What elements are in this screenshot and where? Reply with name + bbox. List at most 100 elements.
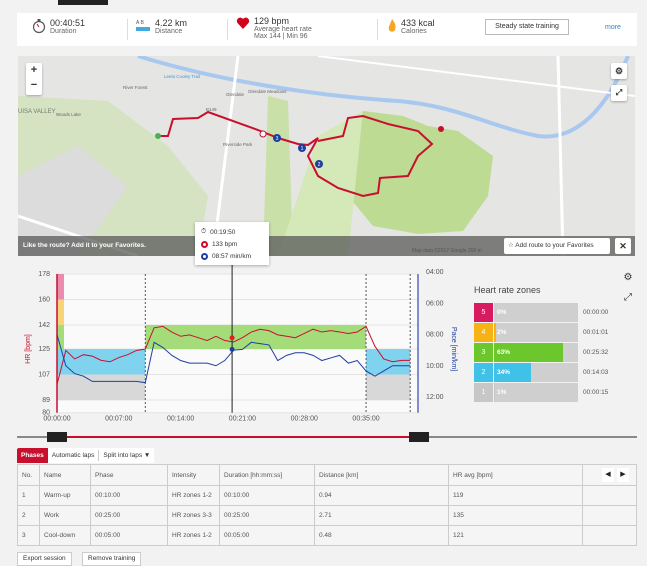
hr-cursor-point [229,335,235,341]
column-header[interactable]: No. [17,464,40,486]
scroll-left-icon[interactable]: ◀ [602,468,614,482]
y-right-tick: 04:00 [426,269,444,276]
add-favorite-button[interactable]: ☆ Add route to your Favorites [504,238,610,254]
hr-minmax: Max 144 | Min 96 [254,33,308,40]
zoom-in-button[interactable]: + [30,64,38,76]
zone-fill [494,323,497,342]
table-cell: Work [39,505,91,526]
duration-value: 00:40:51 [50,18,86,28]
zoom-out-button[interactable]: − [30,79,38,91]
svg-text:A B: A B [136,20,144,26]
remove-training-button[interactable]: Remove training [82,552,142,566]
x-tick: 00:21:00 [229,416,256,423]
distance-value: 4.22 km [155,18,188,28]
column-header[interactable]: Intensity [167,464,220,486]
table-cell: 00:05:00 [219,525,315,546]
lap-marker[interactable]: 3 [276,136,279,142]
column-header[interactable]: Distance [km] [314,464,449,486]
stopwatch-icon [32,19,46,34]
summary-bar: 00:40:51 Duration A B 4.22 km Distance 129… [17,13,637,46]
column-header[interactable]: Phase [90,464,168,486]
route-map[interactable]: 1 2 3 Leela Cooley Trail UISA VALLEY Riv… [18,56,635,256]
y-left-tick: 160 [38,296,50,303]
zone-row: 1 1% 00:00:15 [474,383,634,403]
map-canvas[interactable]: 1 2 3 Leela Cooley Trail UISA VALLEY Riv… [18,56,635,256]
table-cell: 0.48 [314,525,449,546]
close-banner-button[interactable]: ✕ [615,238,631,254]
zone-fill [494,383,496,402]
hr-dot-icon [201,240,208,248]
table-cell [582,505,637,526]
zone-row: 3 63% 00:25:32 [474,343,634,363]
table-cell [582,485,637,506]
hr-series-line [56,325,411,385]
table-cell: 00:25:00 [90,505,168,526]
range-handle-right[interactable] [409,432,429,442]
y-left-tick: 178 [38,271,50,278]
scroll-right-icon[interactable]: ▶ [617,468,629,482]
zone-strip [57,274,64,300]
lap-marker[interactable]: 1 [301,146,304,152]
zone-strip [57,349,64,375]
table-row[interactable]: 3 Cool-down 00:05:00 HR zones 1-2 00:05:00 0.… [17,525,637,546]
tooltip-hr: 133 bpm [212,240,238,248]
map-label: B149 [206,107,217,112]
table-cell: 3 [17,525,40,546]
favorites-banner: Like the route? Add it to your Favorites… [18,236,635,256]
zone-time: 00:00:15 [583,389,609,396]
zone-number: 4 [474,323,493,342]
x-tick: 00:00:00 [43,416,70,423]
column-header[interactable]: Duration [hh:mm:ss] [219,464,315,486]
fullscreen-icon[interactable]: ⤢ [611,85,627,101]
calories-value: 433 kcal [401,18,435,28]
table-row[interactable]: 1 Warm-up 00:10:00 HR zones 1-2 00:10:00 0.94… [17,485,637,506]
column-header[interactable]: Name [39,464,91,486]
heart-icon [236,17,250,29]
table-cell: 00:05:00 [90,525,168,546]
phases-table: No. Name Phase Intensity Duration [hh:mm:ss]… [17,464,637,546]
export-session-button[interactable]: Export session [17,552,72,566]
zone-percent: 2% [497,329,507,336]
hr-pace-chart[interactable]: 178160142125107898004:0006:0008:0010:001… [0,262,647,447]
zone-time: 00:25:32 [583,349,609,356]
zone-bar: 34% [494,363,578,382]
hr-zones-panel: Heart rate zones 5 0% 00:00:00 4 2% 00:01… [472,285,632,402]
y-left-tick: 125 [38,346,50,353]
zone-band [366,349,411,375]
add-favorite-label: Add route to your Favorites [515,242,594,249]
x-tick: 00:35:00 [352,416,379,423]
map-label: Leela Cooley Trail [164,74,200,79]
tab-split-laps[interactable]: Split into laps ▼ [103,452,151,459]
map-label: Glendale Meadows [248,89,287,94]
tab-automatic-laps[interactable]: Automatic laps [48,450,100,461]
heart-rate-stat: 129 bpm Average heart rate Max 144 | Min 9… [236,16,312,40]
map-credit: Map data ©2017 Google 200 m [412,248,482,254]
tab-phases[interactable]: Phases [17,448,48,463]
training-type-button[interactable]: Steady state training [485,19,569,35]
zone-time: 00:01:01 [583,329,609,336]
tooltip-time: 00:19:50 [210,228,236,236]
stopwatch-icon: ⏱ [201,228,207,235]
lap-marker[interactable]: 2 [318,162,321,168]
calories-stat: 433 kcal Calories [387,18,435,35]
chart-fullscreen-icon[interactable]: ⤢ [624,292,632,303]
more-link[interactable]: more [605,24,621,31]
duration-stat: 00:40:51 Duration [32,18,85,35]
table-row[interactable]: 2 Work 00:25:00 HR zones 3-3 00:25:00 2.71 135 [17,505,637,526]
table-cell: 0.94 [314,485,449,506]
top-tab[interactable] [58,0,108,5]
column-header[interactable]: HR avg [bpm] [448,464,583,486]
table-cell: 2.71 [314,505,449,526]
zone-time: 00:14:03 [583,369,609,376]
zone-row: 2 34% 00:14:03 [474,363,634,383]
table-cell: 00:10:00 [219,485,315,506]
y-right-tick: 08:00 [426,332,444,339]
table-cell: 135 [448,505,583,526]
zone-band [57,374,146,400]
map-settings-icon[interactable]: ⚙ [611,63,627,79]
range-handle-left[interactable] [47,432,67,442]
calories-label: Calories [401,28,427,35]
zone-band [366,374,411,400]
zone-percent: 1% [497,389,507,396]
chart-settings-icon[interactable]: ⚙ [623,272,633,283]
